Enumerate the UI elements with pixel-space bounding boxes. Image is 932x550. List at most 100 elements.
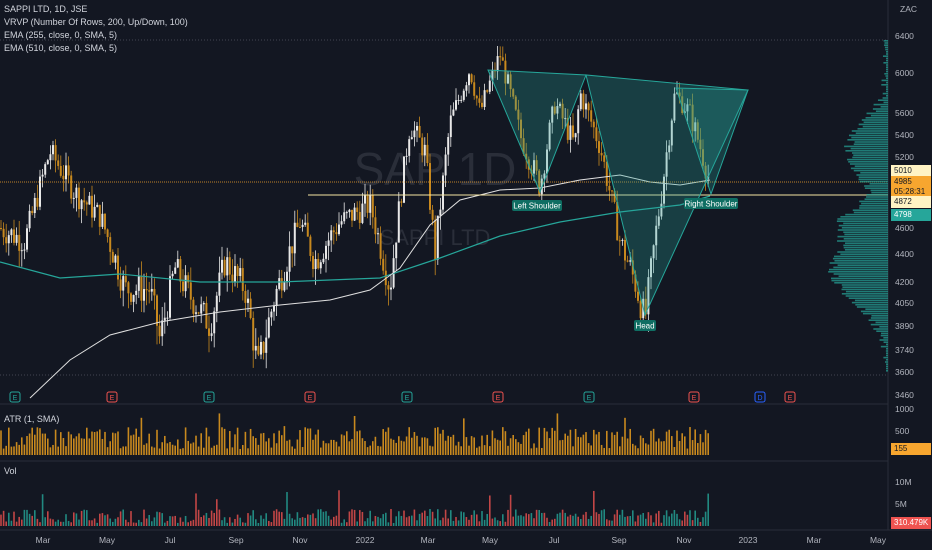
atr-bar — [689, 427, 691, 455]
volume-bar — [65, 514, 67, 526]
volume-bar — [34, 510, 36, 526]
event-marker-letter: E — [110, 395, 115, 402]
vrvp-bar — [861, 119, 888, 121]
candle-body — [382, 258, 385, 271]
vrvp-bar — [859, 205, 888, 207]
atr-bar — [613, 434, 616, 455]
candle-body — [340, 221, 343, 225]
atr-bar — [327, 443, 330, 455]
volume-bar — [619, 514, 621, 526]
vrvp-bar — [855, 132, 888, 134]
atr-bar — [356, 431, 358, 455]
volume-bar — [554, 518, 556, 526]
vrvp-bar — [851, 301, 888, 304]
indicator-ema-255-label[interactable]: EMA (255, close, 0, SMA, 5) — [4, 30, 118, 40]
candle-body — [254, 345, 257, 351]
time-axis-label: May — [482, 535, 499, 545]
atr-bar — [114, 433, 117, 455]
atr-bar — [158, 448, 161, 455]
vrvp-bar — [845, 150, 888, 152]
atr-bar — [70, 434, 72, 455]
candle-body — [119, 279, 122, 291]
candle-body — [140, 276, 143, 301]
candle-body — [169, 276, 171, 318]
volume-bar — [67, 520, 70, 526]
candle-body — [410, 137, 413, 140]
atr-value-tag: 155 — [891, 443, 931, 455]
vrvp-bar — [848, 134, 888, 137]
indicator-vrvp-label[interactable]: VRVP (Number Of Rows, 200, Up/Down, 100) — [4, 17, 188, 27]
volume-bar — [525, 513, 527, 526]
volume-bar — [652, 522, 655, 526]
volume-bar — [663, 515, 665, 526]
volume-bar — [26, 509, 28, 526]
time-axis-label: 2022 — [356, 535, 375, 545]
vrvp-bar — [883, 356, 888, 359]
atr-bar — [691, 440, 694, 455]
atr-bar — [481, 435, 483, 455]
volume-bar — [83, 509, 85, 526]
volume-bar — [91, 520, 93, 526]
candle-body — [52, 145, 54, 155]
volume-bar — [119, 511, 122, 526]
atr-bar — [231, 447, 234, 455]
vrvp-bar — [885, 48, 888, 51]
atr-pane-label[interactable]: ATR (1, SMA) — [4, 414, 60, 424]
volume-bar — [606, 519, 608, 526]
atr-bar — [127, 427, 130, 455]
candle-body — [275, 288, 278, 306]
volume-bar — [645, 518, 647, 526]
vrvp-bar — [853, 169, 888, 172]
volume-bar — [70, 522, 72, 526]
candle-body — [215, 295, 218, 312]
volume-bar — [23, 509, 26, 526]
candle-body — [270, 311, 273, 318]
candle-body — [335, 232, 338, 235]
volume-bar — [223, 517, 226, 526]
atr-bar — [174, 445, 176, 455]
candle-body — [7, 235, 10, 244]
volume-bar — [73, 512, 75, 526]
indicator-ema-510-label[interactable]: EMA (510, close, 0, SMA, 5) — [4, 43, 118, 53]
volume-bar — [216, 499, 218, 526]
volume-bar — [387, 522, 390, 526]
vrvp-bar — [886, 367, 888, 370]
atr-bar — [678, 440, 681, 455]
candle-body — [572, 125, 574, 138]
atr-bar — [39, 428, 41, 455]
volume-pane-label[interactable]: Vol — [4, 466, 17, 476]
vrvp-bar — [855, 304, 888, 306]
atr-bar — [509, 438, 512, 455]
volume-bar — [49, 518, 52, 526]
candle-body — [31, 210, 34, 214]
atr-bar — [590, 445, 592, 455]
candle-body — [234, 266, 236, 282]
volume-bar — [343, 519, 345, 526]
vrvp-bar — [837, 240, 888, 242]
atr-bar — [301, 447, 304, 455]
atr-bar — [528, 428, 530, 455]
time-axis-label: Sep — [228, 535, 243, 545]
volume-bar — [78, 519, 80, 526]
candle-body — [603, 155, 606, 162]
candle-body — [582, 93, 585, 110]
candle-body — [546, 149, 548, 174]
atr-bar — [192, 442, 195, 455]
atr-bar — [52, 444, 54, 455]
atr-bar — [494, 438, 496, 455]
atr-bar — [465, 437, 468, 455]
vrvp-bar — [886, 81, 888, 84]
atr-bar — [632, 443, 634, 455]
vrvp-bar — [886, 370, 888, 372]
vrvp-bar — [864, 198, 888, 200]
atr-bar — [112, 432, 114, 455]
volume-bar — [138, 519, 140, 526]
volume-bar — [192, 519, 195, 526]
candle-body — [306, 222, 309, 237]
candle-body — [369, 194, 372, 213]
atr-bar — [395, 442, 397, 455]
atr-bar — [561, 439, 564, 455]
volume-bar — [281, 512, 283, 526]
volume-bar — [177, 522, 179, 526]
